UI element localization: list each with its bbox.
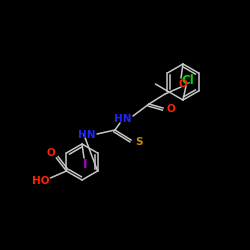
Text: O: O bbox=[166, 104, 175, 114]
Text: Cl: Cl bbox=[182, 74, 194, 86]
Text: O: O bbox=[178, 79, 188, 89]
Text: HO: HO bbox=[32, 176, 49, 186]
Text: HN: HN bbox=[78, 130, 96, 140]
Text: S: S bbox=[135, 137, 143, 147]
Text: I: I bbox=[83, 158, 87, 170]
Text: O: O bbox=[46, 148, 55, 158]
Text: HN: HN bbox=[114, 114, 132, 124]
